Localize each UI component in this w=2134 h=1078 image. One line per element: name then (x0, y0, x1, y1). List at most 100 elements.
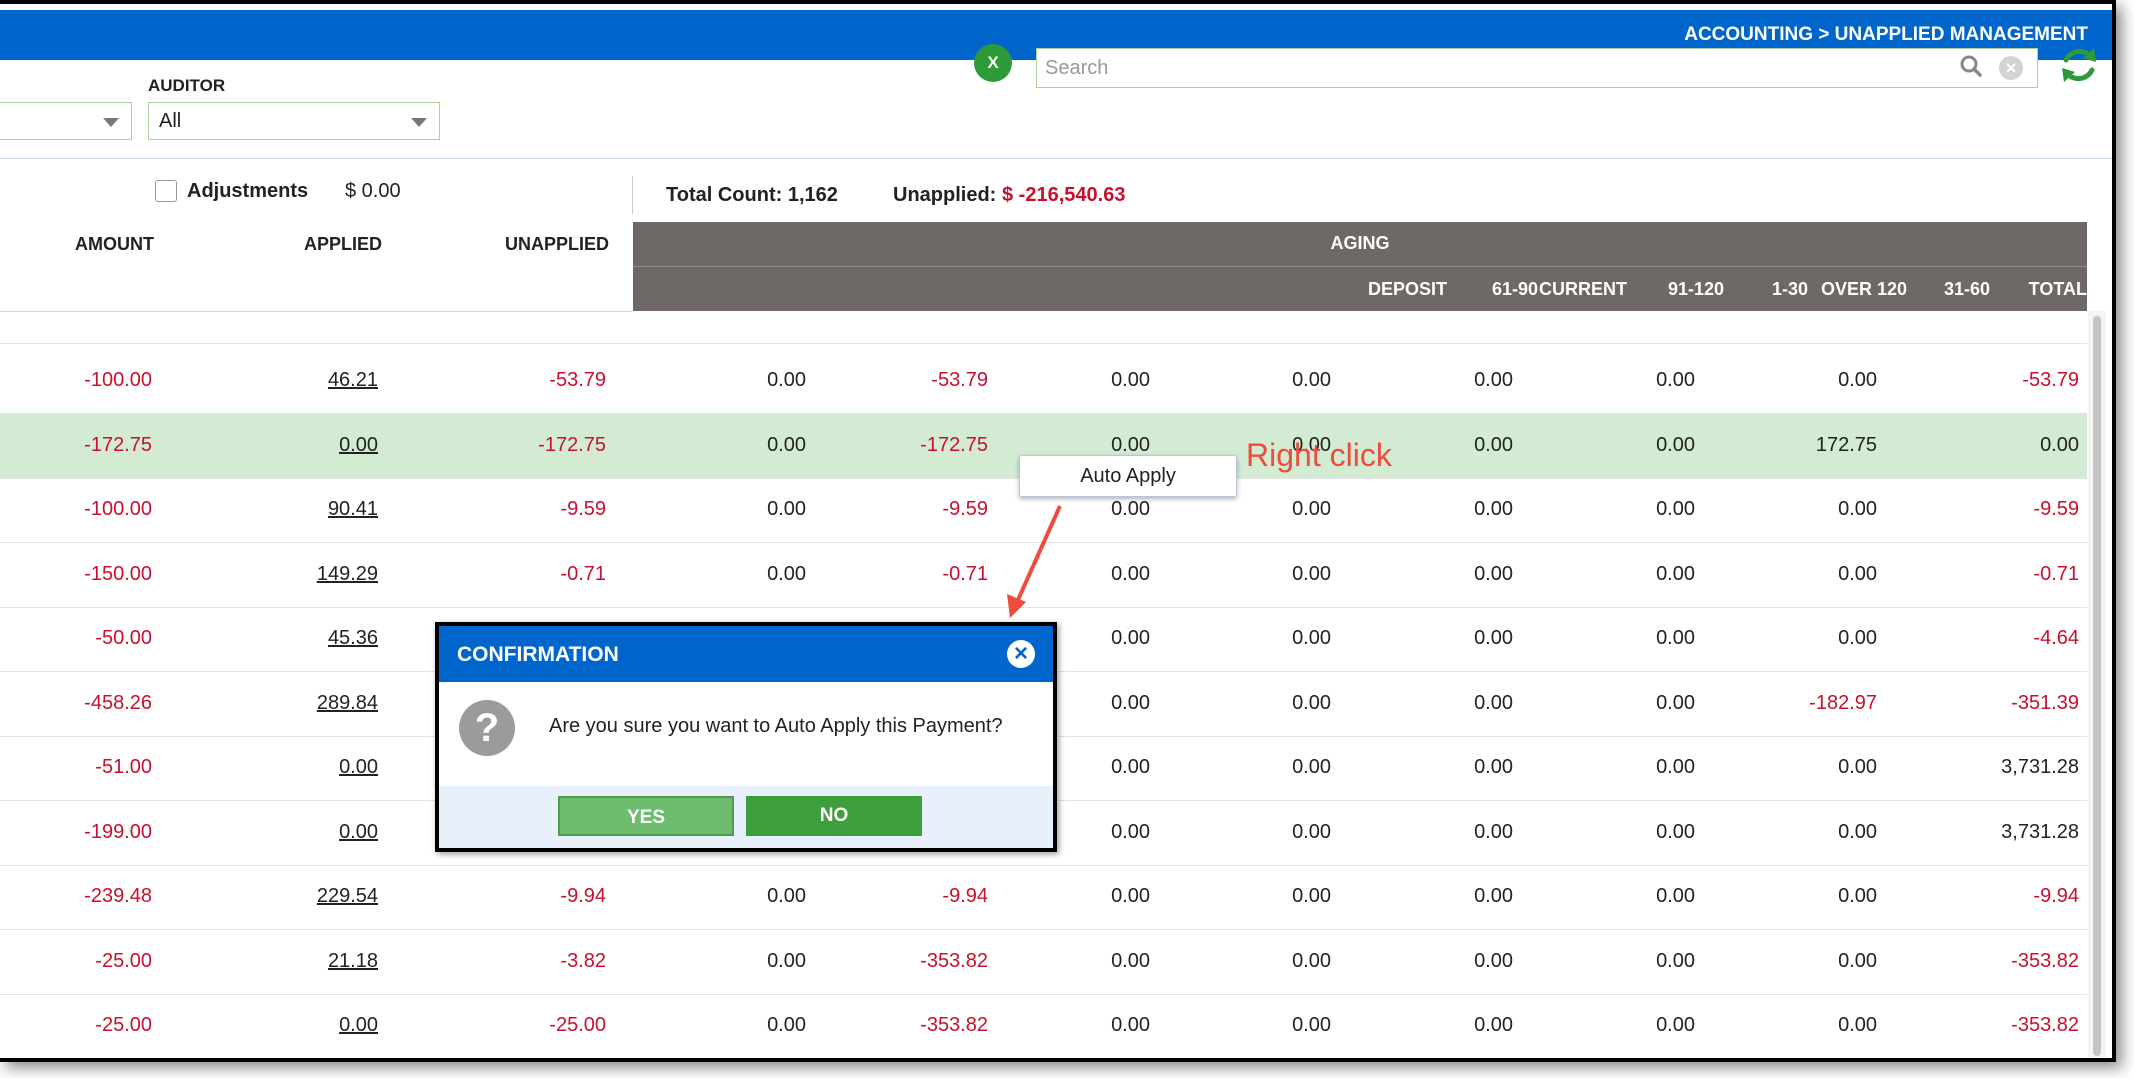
context-menu-auto-apply[interactable]: Auto Apply (1019, 455, 1237, 497)
col-header-unapplied[interactable]: UNAPPLIED (504, 234, 609, 254)
col-header-1-30[interactable]: 1-30 (1771, 279, 1808, 299)
table-row[interactable]: -199.00 0.00 0.00 0.00 0.00 0.00 0.00 3,731.28 (0, 801, 2087, 866)
cell-applied[interactable]: 229.54 (316, 885, 378, 907)
cell-over-120: -182.97 (1809, 691, 1877, 714)
cell-amount: -458.26 (84, 691, 152, 714)
table-row[interactable]: -150.00 149.29 -0.71 0.00 -0.71 0.00 0.00 0.00 0… (0, 543, 2087, 608)
col-header-deposit[interactable]: DEPOSIT (1367, 279, 1447, 299)
cell-current: -353.82 (920, 1014, 988, 1036)
cell-31-60: 0.00 (1292, 885, 1331, 907)
cell-applied[interactable]: 149.29 (316, 562, 378, 585)
cell-amount: -150.00 (84, 562, 152, 585)
cell-applied[interactable]: 45.36 (327, 627, 378, 649)
table-header-aging: AGING DEPOSIT CURRENT 1-30 31-60 61-90 9… (633, 222, 2087, 311)
cell-applied[interactable]: 0.00 (339, 756, 378, 778)
close-icon[interactable]: × (1007, 640, 1035, 668)
cell-31-60: 0.00 (1292, 756, 1331, 778)
cell-1-30: 0.00 (1111, 820, 1150, 843)
cell-applied[interactable]: 46.21 (327, 369, 378, 391)
refresh-icon[interactable] (2058, 44, 2100, 86)
cell-unapplied: -3.82 (560, 949, 606, 972)
filter-select-left[interactable] (0, 102, 132, 140)
table-row[interactable]: -100.00 46.21 -53.79 0.00 -53.79 0.00 0.00 0.00… (0, 349, 2087, 414)
cell-31-60: 0.00 (1292, 1014, 1331, 1036)
cell-31-60: 0.00 (1292, 562, 1331, 585)
clear-icon[interactable]: × (1999, 56, 2023, 80)
app-window: ACCOUNTING > UNAPPLIED MANAGEMENT AUDITO… (0, 0, 2116, 1062)
cell-61-90: 0.00 (1474, 369, 1513, 391)
cell-unapplied: -9.59 (560, 498, 606, 520)
adjustments-label: Adjustments (187, 180, 309, 202)
cell-61-90: 0.00 (1474, 562, 1513, 585)
cell-unapplied: -25.00 (549, 1014, 606, 1036)
yes-button[interactable]: YES (558, 796, 734, 836)
col-header-total[interactable]: TOTAL (2028, 279, 2087, 299)
search-input[interactable] (1036, 48, 2038, 88)
confirmation-dialog: CONFIRMATION × ? Are you sure you want t… (435, 622, 1057, 852)
cell-current: -0.71 (942, 562, 988, 585)
cell-applied[interactable]: 0.00 (339, 433, 378, 456)
adjustments-checkbox[interactable] (155, 180, 177, 202)
cell-over-120: 172.75 (1815, 433, 1877, 456)
col-header-current[interactable]: CURRENT (1539, 279, 1627, 299)
cell-current: -353.82 (920, 949, 988, 972)
chevron-down-icon (103, 118, 119, 127)
cell-1-30: 0.00 (1111, 498, 1150, 520)
aging-header-divider (633, 266, 2087, 267)
cell-current: -9.94 (942, 885, 988, 907)
cell-over-120: 0.00 (1838, 949, 1877, 972)
col-header-applied[interactable]: APPLIED (303, 234, 382, 254)
cell-total: -353.82 (2011, 1014, 2079, 1036)
auditor-select-value: All (159, 110, 182, 132)
col-header-over-120[interactable]: OVER 120 (1821, 279, 1908, 299)
auditor-label: AUDITOR (148, 76, 226, 95)
search-icon[interactable] (1960, 55, 1982, 77)
table-row-partial[interactable] (0, 307, 2087, 344)
dialog-title: CONFIRMATION (457, 643, 619, 666)
table-row[interactable]: -100.00 90.41 -9.59 0.00 -9.59 0.00 0.00 0.00 0.… (0, 478, 2087, 543)
dialog-footer: YES NO (439, 786, 1053, 848)
cell-total: -9.94 (2033, 885, 2079, 907)
cell-applied[interactable]: 90.41 (327, 498, 378, 520)
cell-31-60: 0.00 (1292, 949, 1331, 972)
cell-total: 0.00 (2040, 433, 2079, 456)
scrollbar-thumb[interactable] (2093, 316, 2101, 1056)
cell-amount: -172.75 (84, 433, 152, 456)
filter-bar: AUDITOR All (0, 60, 2112, 159)
cell-total: -351.39 (2011, 691, 2079, 714)
cell-over-120: 0.00 (1838, 756, 1877, 778)
cell-91-120: 0.00 (1656, 820, 1695, 843)
adjustments-value: $ 0.00 (345, 180, 401, 202)
dialog-header: CONFIRMATION × (439, 626, 1053, 682)
table-row[interactable]: -25.00 0.00 -25.00 0.00 -353.82 0.00 0.00 0.00 0… (0, 994, 2087, 1058)
cell-amount: -100.00 (84, 498, 152, 520)
cell-current: -53.79 (931, 369, 988, 391)
cell-1-30: 0.00 (1111, 691, 1150, 714)
no-button[interactable]: NO (746, 796, 922, 836)
cell-61-90: 0.00 (1474, 885, 1513, 907)
cell-applied[interactable]: 21.18 (327, 949, 378, 972)
cell-deposit: 0.00 (767, 885, 806, 907)
table-row[interactable]: -239.48 229.54 -9.94 0.00 -9.94 0.00 0.00 0.00 0… (0, 865, 2087, 930)
cell-applied[interactable]: 289.84 (316, 691, 378, 714)
unapplied-total-value: $ -216,540.63 (1002, 184, 1126, 206)
table-header-main: AMOUNT APPLIED UNAPPLIED (0, 222, 633, 312)
total-count: Total Count: 1,162 (666, 184, 838, 206)
col-header-amount[interactable]: AMOUNT (75, 234, 154, 254)
cell-1-30: 0.00 (1111, 627, 1150, 649)
cell-applied[interactable]: 0.00 (339, 820, 378, 843)
cell-61-90: 0.00 (1474, 433, 1513, 456)
col-header-91-120[interactable]: 91-120 (1668, 279, 1725, 299)
col-header-61-90[interactable]: 61-90 (1492, 279, 1539, 299)
cell-61-90: 0.00 (1474, 1014, 1513, 1036)
cell-deposit: 0.00 (767, 498, 806, 520)
breadcrumb[interactable]: ACCOUNTING > UNAPPLIED MANAGEMENT (1684, 24, 2088, 45)
table-row[interactable]: -25.00 21.18 -3.82 0.00 -353.82 0.00 0.00 0.00 0… (0, 930, 2087, 995)
cell-applied[interactable]: 0.00 (339, 1014, 378, 1036)
cell-91-120: 0.00 (1656, 885, 1695, 907)
auditor-select[interactable]: All (148, 102, 440, 140)
excel-icon[interactable]: X (974, 44, 1012, 82)
cell-over-120: 0.00 (1838, 1014, 1877, 1036)
col-header-31-60[interactable]: 31-60 (1943, 279, 1990, 299)
cell-over-120: 0.00 (1838, 885, 1877, 907)
